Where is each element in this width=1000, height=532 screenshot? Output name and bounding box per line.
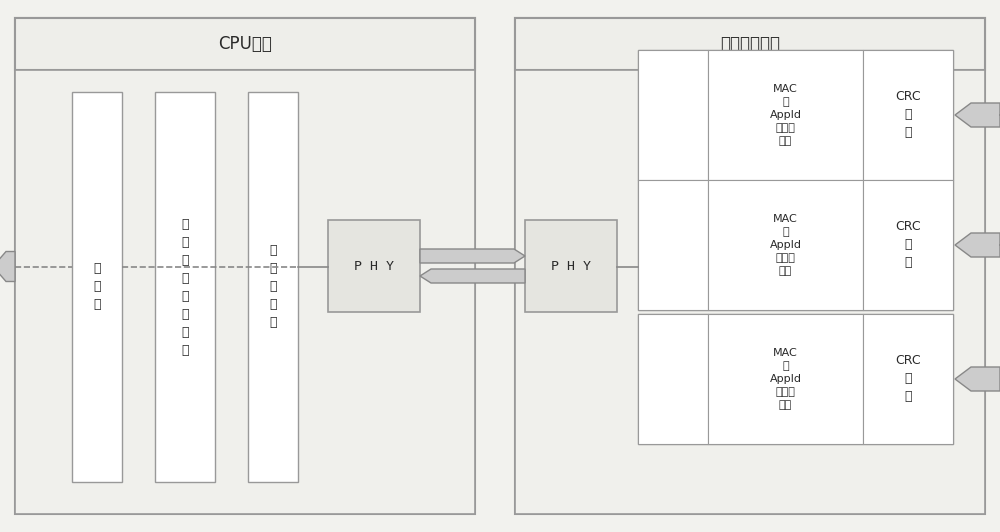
Bar [515,70,985,514]
Bar [708,314,863,444]
Text: CRC
校
验: CRC 校 验 [895,354,921,403]
Text: CRC
校
验: CRC 校 验 [895,220,921,270]
Bar [15,18,475,70]
Bar [515,18,985,70]
FancyArrow shape [955,103,1000,127]
Bar [708,50,863,180]
Text: P H Y: P H Y [354,260,394,272]
Bar [638,314,953,444]
Text: 应
用
数
据
预
处
理
层: 应 用 数 据 预 处 理 层 [181,218,189,356]
Text: CRC
校
验: CRC 校 验 [895,90,921,139]
Bar [328,220,420,312]
Text: 网
络
驱
动
层: 网 络 驱 动 层 [269,245,277,329]
Bar [15,70,475,514]
Bar [638,50,953,180]
Text: 应
用
层: 应 用 层 [93,262,101,312]
Text: 网络扩展插件: 网络扩展插件 [720,35,780,53]
Bar [248,92,298,482]
Bar [155,92,215,482]
Bar [863,50,953,180]
Bar [72,92,122,482]
Text: P H Y: P H Y [551,260,591,272]
Bar [638,50,708,180]
Bar [708,180,863,310]
FancyArrow shape [420,249,525,263]
Bar [525,220,617,312]
Text: MAC
和
AppId
地址表
过滤: MAC 和 AppId 地址表 过滤 [770,348,802,410]
FancyArrow shape [955,233,1000,257]
Bar [15,18,475,514]
FancyArrow shape [420,269,525,283]
Bar [638,314,708,444]
Bar [638,180,953,310]
Text: CPU插件: CPU插件 [218,35,272,53]
Bar [863,180,953,310]
Bar [863,314,953,444]
Text: MAC
和
AppId
地址表
过滤: MAC 和 AppId 地址表 过滤 [770,85,802,146]
Bar [638,180,708,310]
Bar [515,18,985,514]
FancyArrow shape [955,367,1000,391]
Text: MAC
和
AppId
地址表
过滤: MAC 和 AppId 地址表 过滤 [770,214,802,276]
FancyArrow shape [0,252,15,281]
